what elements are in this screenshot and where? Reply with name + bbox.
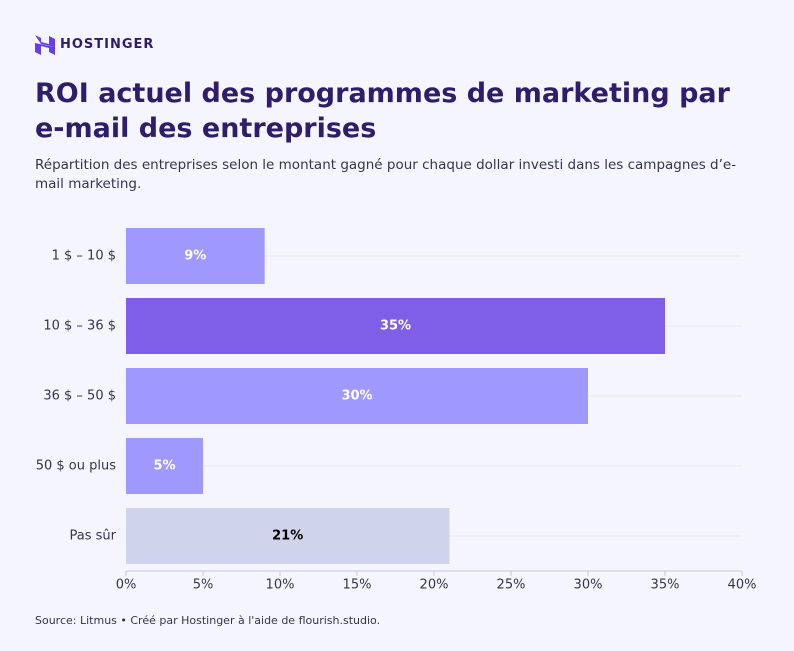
x-tick-label: 10%	[266, 578, 295, 593]
bar	[126, 368, 588, 424]
brand: HOSTINGER	[60, 37, 155, 52]
y-tick-label: 36 $ – 50 $	[43, 389, 116, 404]
x-tick-label: 5%	[193, 578, 214, 593]
logo	[35, 35, 55, 55]
bar-value-label: 35%	[380, 319, 411, 334]
x-tick-label: 20%	[420, 578, 449, 593]
chart-title: ROI actuel des programmes de marketing p…	[35, 78, 730, 144]
bar	[126, 438, 203, 494]
bar	[126, 298, 665, 354]
x-tick-label: 25%	[497, 578, 526, 593]
source: Source: Litmus • Créé par Hostinger à l'…	[35, 614, 381, 627]
bar-value-label: 9%	[184, 249, 206, 264]
y-tick-label: Pas sûr	[70, 529, 117, 544]
bar-value-label: 30%	[341, 389, 372, 404]
bar	[126, 228, 265, 284]
y-tick-label: 1 $ – 10 $	[52, 249, 116, 264]
x-tick-label: 30%	[574, 578, 603, 593]
bar	[126, 508, 450, 564]
x-tick-label: 40%	[728, 578, 757, 593]
chart-subtitle: Répartition des entreprises selon le mon…	[35, 157, 737, 192]
bar-value-label: 21%	[272, 529, 303, 544]
x-tick-label: 35%	[651, 578, 680, 593]
y-tick-label: 50 $ ou plus	[36, 459, 117, 474]
y-tick-label: 10 $ – 36 $	[43, 319, 116, 334]
x-tick-label: 15%	[343, 578, 372, 593]
bar-value-label: 5%	[153, 459, 175, 474]
x-tick-label: 0%	[116, 578, 137, 593]
